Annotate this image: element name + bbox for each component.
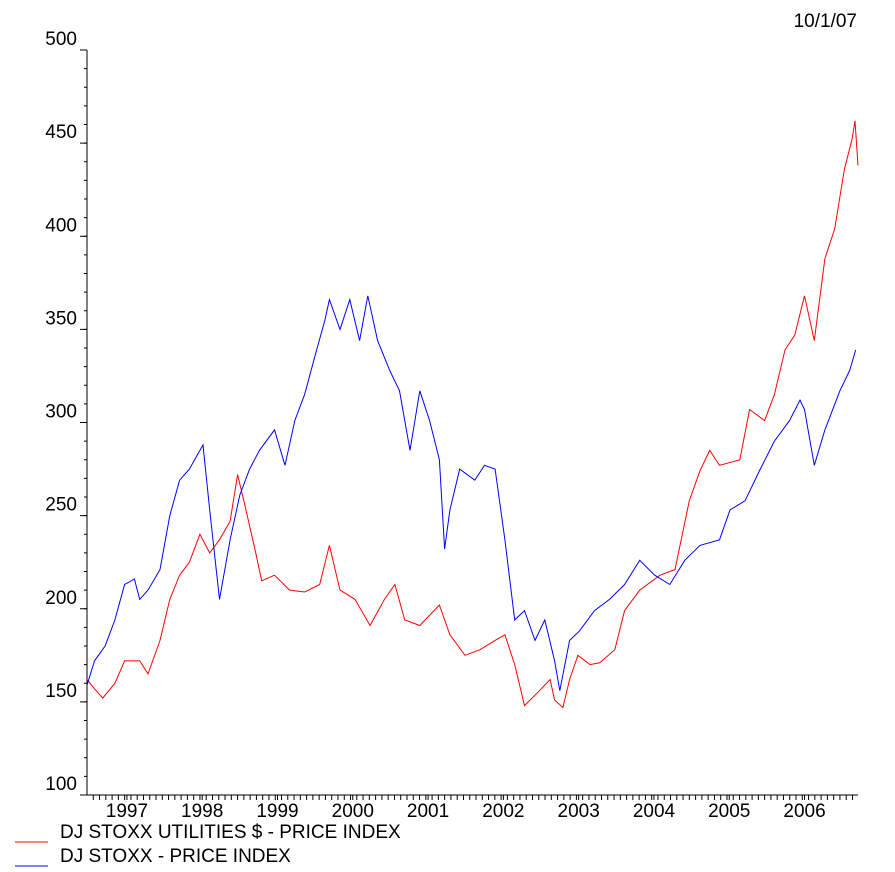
legend-label: DJ STOXX UTILITIES $ - PRICE INDEX [60, 822, 401, 843]
x-tick-label: 1999 [256, 801, 298, 822]
y-tick-label: 450 [45, 122, 77, 143]
y-tick-label: 500 [45, 29, 77, 50]
x-tick-label: 2003 [558, 801, 600, 822]
x-tick-label: 2000 [332, 801, 374, 822]
y-tick-label: 350 [45, 308, 77, 329]
x-tick-label: 2004 [633, 801, 676, 822]
series-line [86, 120, 859, 709]
x-tick-label: 1997 [106, 801, 148, 822]
y-tick-label: 400 [45, 215, 77, 236]
y-tick-label: 100 [45, 774, 77, 795]
y-tick-label: 200 [45, 588, 77, 609]
x-tick-label: 2002 [482, 801, 524, 822]
legend-label: DJ STOXX - PRICE INDEX [60, 846, 291, 867]
x-tick-label: 2006 [783, 801, 825, 822]
y-tick-label: 250 [45, 495, 77, 516]
y-tick-label: 150 [45, 681, 77, 702]
x-tick-label: 1998 [181, 801, 223, 822]
x-tick-label: 2005 [708, 801, 750, 822]
date-label: 10/1/07 [794, 11, 857, 32]
x-tick-label: 2001 [407, 801, 449, 822]
y-tick-label: 300 [45, 402, 77, 423]
series-line [86, 295, 857, 691]
